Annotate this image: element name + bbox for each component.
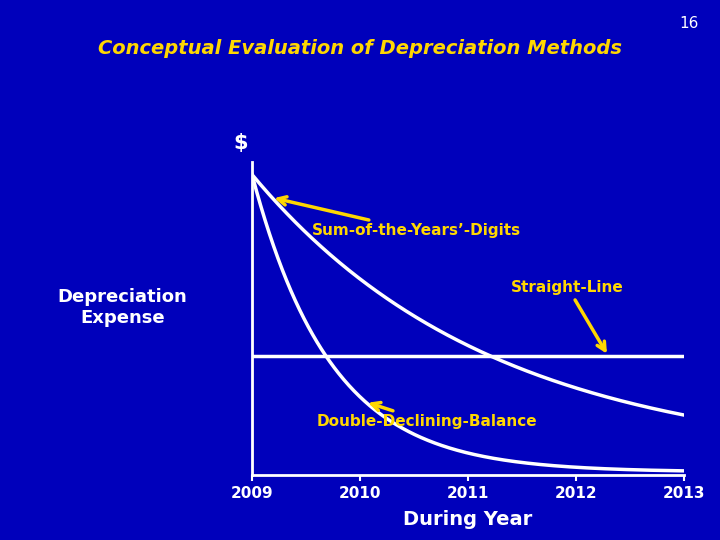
Text: $: $ <box>233 133 248 153</box>
Text: Straight-Line: Straight-Line <box>511 280 624 350</box>
Text: Sum-of-the-Years’-Digits: Sum-of-the-Years’-Digits <box>278 197 521 238</box>
Text: Conceptual Evaluation of Depreciation Methods: Conceptual Evaluation of Depreciation Me… <box>98 39 622 58</box>
Text: 16: 16 <box>679 16 698 31</box>
Text: Double-Declining-Balance: Double-Declining-Balance <box>317 402 537 429</box>
Text: Depreciation
Expense: Depreciation Expense <box>58 288 187 327</box>
Text: During Year: During Year <box>403 510 533 529</box>
